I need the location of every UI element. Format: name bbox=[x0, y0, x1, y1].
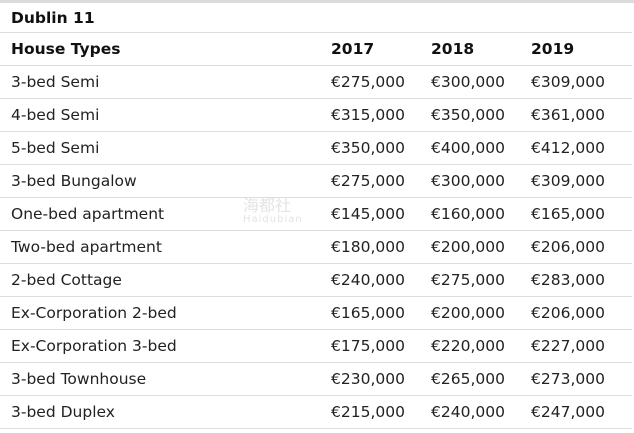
price-2017-cell: €215,000 bbox=[331, 403, 405, 421]
house-price-table: Dublin 11 House Types 2017 2018 2019 3-b… bbox=[0, 3, 632, 429]
price-2017-cell: €275,000 bbox=[331, 73, 405, 91]
house-type-cell: 3-bed Townhouse bbox=[11, 370, 147, 388]
price-2018-cell: €275,000 bbox=[431, 271, 505, 289]
price-2017-cell: €240,000 bbox=[331, 271, 405, 289]
price-2019-cell: €206,000 bbox=[531, 304, 605, 322]
table-title-row: Dublin 11 bbox=[0, 3, 632, 33]
price-2017-cell: €180,000 bbox=[331, 238, 405, 256]
price-2019-cell: €165,000 bbox=[531, 205, 605, 223]
table-row: 3-bed Semi €275,000 €300,000 €309,000 bbox=[0, 66, 632, 99]
price-2017-cell: €275,000 bbox=[331, 172, 405, 190]
header-house-types: House Types bbox=[11, 40, 121, 58]
price-2017-cell: €350,000 bbox=[331, 139, 405, 157]
price-2018-cell: €400,000 bbox=[431, 139, 505, 157]
price-2018-cell: €220,000 bbox=[431, 337, 505, 355]
table-row: 4-bed Semi €315,000 €350,000 €361,000 bbox=[0, 99, 632, 132]
house-type-cell: Ex-Corporation 3-bed bbox=[11, 337, 177, 355]
table-header-row: House Types 2017 2018 2019 bbox=[0, 33, 632, 66]
header-2018: 2018 bbox=[431, 40, 475, 58]
price-2019-cell: €309,000 bbox=[531, 172, 605, 190]
price-2018-cell: €160,000 bbox=[431, 205, 505, 223]
price-2019-cell: €283,000 bbox=[531, 271, 605, 289]
table-title: Dublin 11 bbox=[11, 8, 95, 27]
price-2018-cell: €265,000 bbox=[431, 370, 505, 388]
table-row: 5-bed Semi €350,000 €400,000 €412,000 bbox=[0, 132, 632, 165]
price-2018-cell: €200,000 bbox=[431, 304, 505, 322]
price-2018-cell: €200,000 bbox=[431, 238, 505, 256]
header-2019: 2019 bbox=[531, 40, 575, 58]
header-2017: 2017 bbox=[331, 40, 375, 58]
price-2017-cell: €145,000 bbox=[331, 205, 405, 223]
house-type-cell: Two-bed apartment bbox=[11, 238, 162, 256]
house-type-cell: 4-bed Semi bbox=[11, 106, 100, 124]
house-type-cell: 2-bed Cottage bbox=[11, 271, 122, 289]
table-row: Two-bed apartment €180,000 €200,000 €206… bbox=[0, 231, 632, 264]
table-row: One-bed apartment €145,000 €160,000 €165… bbox=[0, 198, 632, 231]
price-2017-cell: €165,000 bbox=[331, 304, 405, 322]
top-rule bbox=[0, 0, 634, 3]
price-2019-cell: €247,000 bbox=[531, 403, 605, 421]
price-2019-cell: €412,000 bbox=[531, 139, 605, 157]
price-2017-cell: €315,000 bbox=[331, 106, 405, 124]
house-type-cell: Ex-Corporation 2-bed bbox=[11, 304, 177, 322]
price-2019-cell: €227,000 bbox=[531, 337, 605, 355]
price-2019-cell: €309,000 bbox=[531, 73, 605, 91]
price-2018-cell: €300,000 bbox=[431, 172, 505, 190]
table-row: 3-bed Bungalow €275,000 €300,000 €309,00… bbox=[0, 165, 632, 198]
house-type-cell: 3-bed Duplex bbox=[11, 403, 115, 421]
price-2017-cell: €175,000 bbox=[331, 337, 405, 355]
table-row: Ex-Corporation 2-bed €165,000 €200,000 €… bbox=[0, 297, 632, 330]
price-2017-cell: €230,000 bbox=[331, 370, 405, 388]
house-type-cell: 5-bed Semi bbox=[11, 139, 100, 157]
table-row: 3-bed Townhouse €230,000 €265,000 €273,0… bbox=[0, 363, 632, 396]
price-2019-cell: €273,000 bbox=[531, 370, 605, 388]
house-type-cell: 3-bed Semi bbox=[11, 73, 100, 91]
house-type-cell: One-bed apartment bbox=[11, 205, 165, 223]
price-2019-cell: €206,000 bbox=[531, 238, 605, 256]
table-row: 3-bed Duplex €215,000 €240,000 €247,000 bbox=[0, 396, 632, 429]
price-2018-cell: €350,000 bbox=[431, 106, 505, 124]
price-2018-cell: €300,000 bbox=[431, 73, 505, 91]
table-row: 2-bed Cottage €240,000 €275,000 €283,000 bbox=[0, 264, 632, 297]
price-2019-cell: €361,000 bbox=[531, 106, 605, 124]
table-row: Ex-Corporation 3-bed €175,000 €220,000 €… bbox=[0, 330, 632, 363]
price-2018-cell: €240,000 bbox=[431, 403, 505, 421]
house-type-cell: 3-bed Bungalow bbox=[11, 172, 137, 190]
